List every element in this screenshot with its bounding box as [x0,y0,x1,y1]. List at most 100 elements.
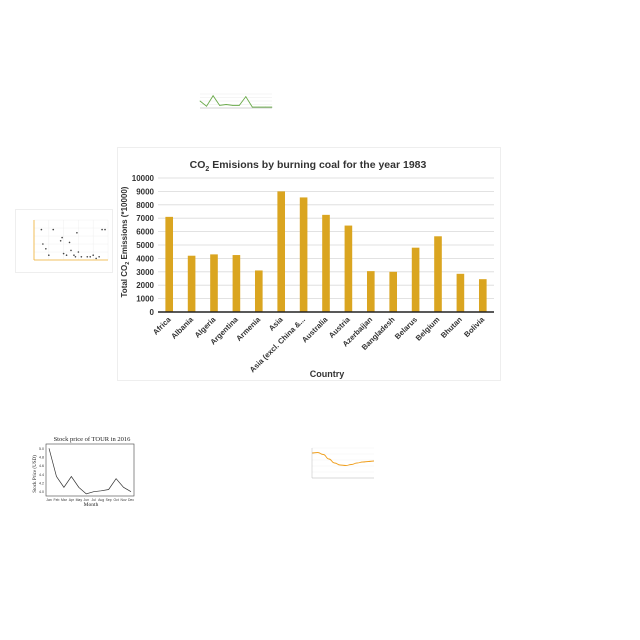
data-point [61,236,63,239]
bar [232,255,241,312]
bar [366,271,375,312]
data-point [73,254,75,256]
y-tick-label: 4.2 [39,482,44,486]
y-tick-label: 5000 [136,241,154,250]
y-tick-label: 1000 [136,295,154,304]
y-tick-label: 3000 [136,268,154,277]
y-tick-label: 2000 [136,281,154,290]
stock-y-label: Stock Price (USD) [33,455,38,493]
bar [389,271,398,312]
x-tick-label: Aug [98,498,104,502]
y-tick-label: 4000 [136,254,154,263]
y-tick-label: 10000 [132,174,155,183]
data-point [265,106,266,108]
data-point [212,95,214,97]
bar [210,254,218,312]
stock-chart-title: Stock price of TOUR in 2016 [54,436,132,443]
bar [277,191,286,312]
x-tick-label: Asia [267,315,285,333]
data-point [104,228,106,231]
bar [165,216,174,312]
bar [411,247,420,312]
data-point [86,256,89,258]
data-point [45,248,47,250]
data-point [245,96,247,98]
y-tick-label: 6000 [136,228,154,237]
series-line [311,452,375,466]
plot-frame [45,443,135,497]
x-tick-label: Apr [69,498,75,502]
x-tick-label: Mar [61,498,68,502]
data-point [258,106,260,108]
co2-bar-chart-svg: CO2 Emisions by burning coal for the yea… [120,159,494,379]
data-point [70,249,72,252]
data-point [199,100,201,102]
y-axis-label: Total CO2 Emissions (*10000) [120,186,131,297]
scatter-chart-svg [33,219,109,261]
data-point [68,241,71,244]
x-tick-label: Jan [46,498,52,502]
data-point [62,252,65,255]
data-point [48,254,50,256]
data-point [225,104,227,105]
thumb-orange-line-chart [302,440,378,486]
x-tick-label: Albania [169,315,195,341]
series-line [48,448,132,495]
x-tick-label: Nov [121,498,127,502]
x-axis-label: Country [310,369,345,379]
bar [254,270,263,312]
data-point [80,256,83,258]
data-point [232,104,234,106]
x-tick-label: Feb [54,498,60,502]
y-tick-label: 4.4 [39,473,44,477]
x-tick-label: Armenia [234,315,262,343]
y-tick-label: 4.8 [39,456,44,460]
y-tick-label: 9000 [136,187,154,196]
x-tick-label: May [76,498,83,502]
x-tick-label: Oct [113,498,118,502]
x-tick-label: Jul [92,498,97,502]
data-point [52,228,55,231]
y-tick-label: 0 [150,308,155,317]
data-point [95,257,97,260]
bar [478,279,487,312]
data-point [238,104,240,106]
bar [344,225,353,312]
y-tick-label: 4.6 [39,464,44,468]
x-tick-label: Jun [84,498,90,502]
data-point [206,105,207,107]
thumb-scatter-chart [16,210,112,272]
bar [299,197,308,312]
bar [187,255,196,312]
orange-line-chart-svg [311,447,375,479]
x-tick-label: Sep [106,498,112,502]
data-point [251,106,253,108]
data-point [74,256,77,258]
data-point [59,240,62,242]
series-line [199,94,272,108]
bar [434,236,442,312]
main-bar-chart: CO2 Emisions by burning coal for the yea… [118,148,500,380]
data-point [42,243,44,245]
data-point [271,106,273,108]
thumb-stock-chart: Stock price of TOUR in 2016 Month Stock … [30,432,138,510]
data-point [76,232,78,234]
chart-title: CO2 Emisions by burning coal for the yea… [190,159,427,173]
data-point [219,104,221,106]
stock-chart-svg: Stock price of TOUR in 2016 Month Stock … [33,436,135,508]
data-point [40,228,43,231]
data-point [92,254,94,256]
x-tick-label: Bolivia [462,315,487,340]
data-point [101,228,103,231]
x-tick-label: Dec [128,498,134,502]
bar [456,273,465,312]
y-tick-label: 8000 [136,201,154,210]
y-tick-label: 5.0 [39,447,44,451]
y-tick-label: 7000 [136,214,154,223]
y-tick-label: 4.0 [39,490,44,494]
data-point [89,256,92,258]
data-point [65,254,68,256]
data-point [98,256,100,258]
x-tick-label: Belgium [414,315,442,343]
stock-x-label: Month [84,502,99,508]
